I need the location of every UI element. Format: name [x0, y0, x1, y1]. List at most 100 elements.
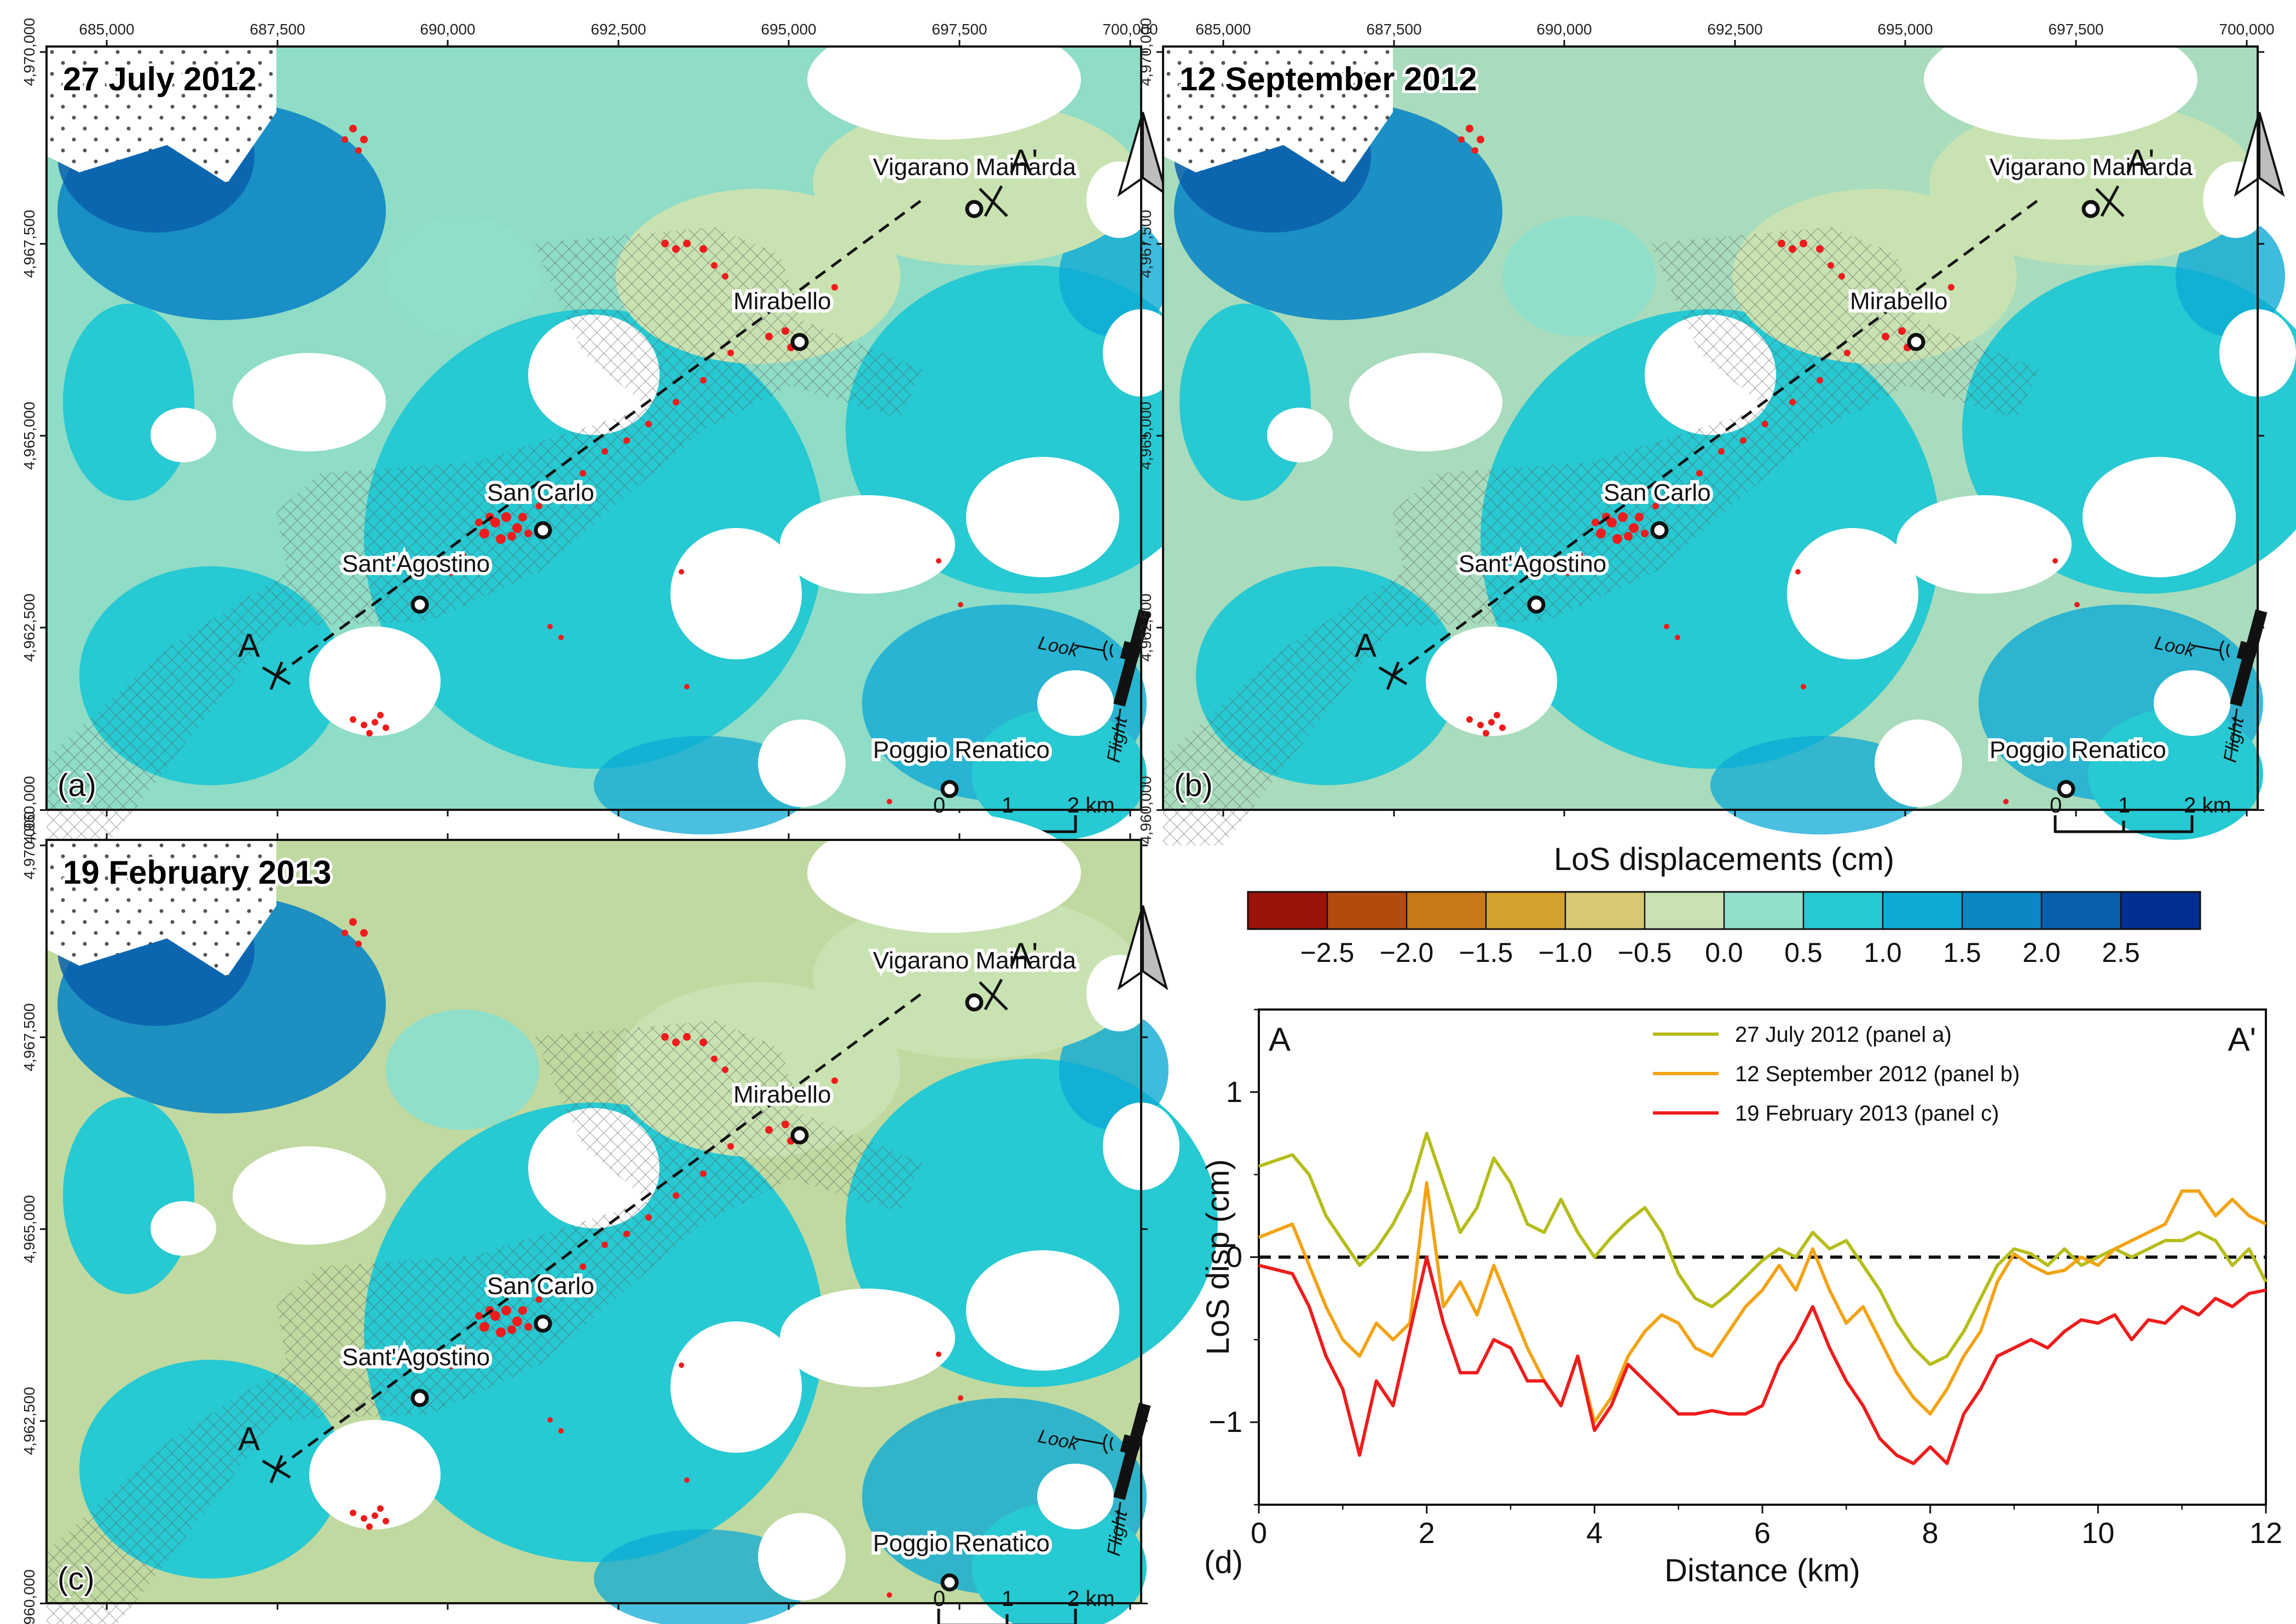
- town-label: Sant'Agostino: [1459, 550, 1606, 577]
- map-panel: 12 September 2012 (b) Vigarano Mainarda Mir…: [1137, 18, 2296, 845]
- chart-y-tick-label: 1: [1226, 1076, 1242, 1109]
- x-tick-label: 687,500: [250, 21, 305, 38]
- y-tick-label: 4,967,500: [21, 210, 38, 278]
- chart-corner-left: A: [1269, 1021, 1291, 1058]
- scale-label-one: 1: [2118, 793, 2130, 817]
- y-tick-label: 4,962,500: [1137, 594, 1154, 662]
- chart-panel-label: (d): [1204, 1545, 1243, 1580]
- colorbar-tick-label: 0.0: [1705, 937, 1743, 968]
- section-start-label: A: [238, 1420, 260, 1457]
- colorbar-tick-label: 0.5: [1784, 937, 1823, 968]
- x-tick-label: 692,500: [591, 21, 646, 38]
- colorbar-tick-label: −1.5: [1459, 937, 1513, 968]
- town-label: Vigarano Mainarda: [1990, 154, 2193, 181]
- town-label: Sant'Agostino: [342, 1344, 490, 1371]
- y-tick-label: 4,970,000: [1137, 18, 1154, 86]
- town-label: Sant'Agostino: [342, 550, 490, 577]
- scale-label-two: 2 km: [2184, 793, 2231, 817]
- section-end-label: A': [2126, 143, 2154, 179]
- town-label: San Carlo: [487, 1273, 594, 1300]
- x-tick-label: 692,500: [1707, 21, 1762, 38]
- x-tick-label: 695,000: [1877, 21, 1933, 38]
- map-frame: [45, 839, 1142, 1604]
- colorbar-swatch: [1486, 892, 1566, 929]
- legend-label: 12 September 2012 (panel b): [1735, 1062, 2020, 1086]
- town-label: Vigarano Mainarda: [873, 947, 1077, 974]
- chart-y-axis-label: LoS disp (cm): [1200, 1159, 1236, 1355]
- y-tick-label: 4,965,000: [1137, 402, 1154, 470]
- colorbar-tick-label: 1.5: [1943, 937, 1981, 968]
- section-start-label: A: [1355, 627, 1377, 664]
- legend-label: 19 February 2013 (panel c): [1735, 1101, 1999, 1126]
- map-panel: 19 February 2013 (c) Vigarano Mainarda Mira…: [21, 811, 1218, 1624]
- town-label: San Carlo: [487, 479, 594, 506]
- x-tick-label: 685,000: [1195, 21, 1251, 38]
- colorbar-swatch: [2121, 892, 2201, 929]
- town-label: Poggio Renatico: [873, 1530, 1050, 1557]
- chart-x-tick-label: 8: [1922, 1517, 1939, 1550]
- y-tick-label: 4,967,500: [21, 1003, 38, 1071]
- section-start-label: A: [238, 627, 260, 664]
- x-tick-label: 690,000: [420, 21, 475, 38]
- chart-x-tick-label: 0: [1251, 1517, 1267, 1550]
- chart-x-axis-label: Distance (km): [1664, 1553, 1860, 1588]
- colorbar-tick-label: −1.0: [1539, 937, 1593, 968]
- map-frame: [45, 45, 1142, 811]
- map-frame: [1162, 45, 2259, 811]
- panel-title: 19 February 2013: [63, 854, 331, 891]
- chart-x-tick-label: 4: [1586, 1517, 1603, 1550]
- series-line: [1258, 1255, 2266, 1465]
- x-tick-label: 690,000: [1536, 21, 1592, 38]
- y-tick-label: 4,962,500: [21, 594, 38, 662]
- panel-label: (a): [57, 768, 96, 803]
- colorbar-tick-label: −2.0: [1380, 937, 1434, 968]
- town-label: Poggio Renatico: [1990, 736, 2166, 763]
- colorbar-swatch: [2041, 892, 2121, 929]
- chart-x-tick-label: 6: [1754, 1517, 1771, 1550]
- colorbar-tick-label: 1.0: [1864, 937, 1902, 968]
- scale-label-zero: 0: [933, 1587, 945, 1611]
- town-label: Vigarano Mainarda: [873, 154, 1077, 181]
- colorbar-swatch: [1962, 892, 2042, 929]
- y-tick-label: 4,960,000: [1137, 776, 1154, 844]
- series-line: [1258, 1132, 2268, 1366]
- town-label: Poggio Renatico: [873, 736, 1050, 763]
- series-line: [1258, 1181, 2267, 1424]
- x-tick-label: 685,000: [79, 21, 134, 38]
- y-tick-label: 4,960,000: [21, 776, 38, 844]
- colorbar-swatch: [1407, 892, 1487, 929]
- section-end-label: A': [1010, 143, 1038, 179]
- town-label: Mirabello: [1850, 288, 1948, 315]
- chart-y-tick-label: −1: [1208, 1406, 1242, 1439]
- panel-title: 27 July 2012: [63, 61, 257, 97]
- chart-y-tick-label: 0: [1226, 1241, 1242, 1274]
- colorbar-tick-label: −0.5: [1618, 937, 1672, 968]
- colorbar-swatch: [1803, 892, 1883, 929]
- colorbar-swatch: [1883, 892, 1963, 929]
- colorbar-tick-label: 2.0: [2022, 937, 2061, 968]
- section-end-label: A': [1010, 936, 1038, 973]
- scale-label-one: 1: [1002, 793, 1014, 817]
- y-tick-label: 4,960,000: [21, 1569, 38, 1624]
- colorbar-swatch: [1565, 892, 1645, 929]
- x-tick-label: 687,500: [1366, 21, 1421, 38]
- y-tick-label: 4,967,500: [1137, 210, 1154, 278]
- town-label: Mirabello: [733, 288, 831, 315]
- panel-label: (c): [57, 1561, 95, 1597]
- x-tick-label: 697,500: [932, 21, 987, 38]
- chart-x-tick-label: 10: [2081, 1517, 2114, 1550]
- x-tick-label: 695,000: [761, 21, 816, 38]
- x-tick-label: 700,000: [2219, 21, 2274, 38]
- panel-title: 12 September 2012: [1179, 61, 1477, 97]
- scale-label-zero: 0: [933, 793, 945, 817]
- y-tick-label: 4,970,000: [21, 811, 38, 880]
- colorbar-swatch: [1327, 892, 1407, 929]
- town-label: Mirabello: [733, 1081, 831, 1108]
- scale-label-zero: 0: [2050, 793, 2062, 817]
- scale-label-two: 2 km: [1067, 793, 1115, 817]
- y-tick-label: 4,965,000: [21, 1195, 38, 1263]
- colorbar-title: LoS displacements (cm): [1554, 842, 1894, 877]
- chart-x-tick-label: 12: [2249, 1517, 2282, 1550]
- colorbar-tick-label: 2.5: [2102, 937, 2140, 968]
- y-tick-label: 4,965,000: [21, 402, 38, 470]
